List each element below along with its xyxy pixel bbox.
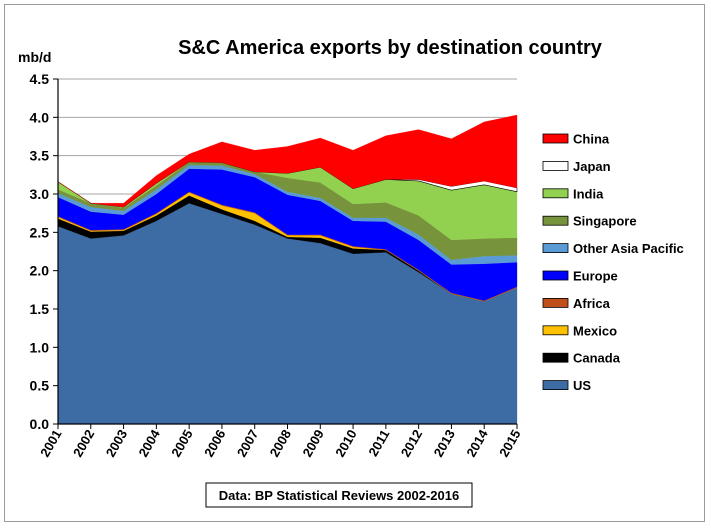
- y-tick-label: 1.0: [30, 339, 50, 355]
- x-tick-label: 2007: [234, 427, 261, 460]
- x-tick-label: 2005: [168, 427, 195, 460]
- legend-swatch: [542, 270, 569, 281]
- x-tick-label: 2003: [103, 427, 130, 460]
- x-tick-label: 2006: [201, 427, 228, 460]
- y-tick-label: 4.5: [30, 71, 50, 87]
- legend-label: Mexico: [573, 323, 617, 338]
- legend-label: Canada: [573, 351, 621, 366]
- series-area-china: [57, 114, 518, 208]
- legend-swatch: [542, 325, 569, 336]
- y-tick-label: 0.0: [30, 416, 50, 432]
- legend-swatch: [542, 243, 569, 254]
- x-tick-label: 2010: [332, 427, 359, 460]
- y-tick-label: 2.0: [30, 263, 50, 279]
- legend-swatch: [542, 215, 569, 226]
- legend-label: India: [573, 186, 604, 201]
- legend-label: Japan: [573, 159, 611, 174]
- legend-swatch: [542, 352, 569, 363]
- x-tick-labels: 2001 2002 2003 2004 2005 2006 2007 2008 2009 2010…: [37, 426, 523, 459]
- x-tick-label: 2011: [365, 427, 392, 459]
- chart-title: S&C America exports by destination count…: [178, 37, 603, 59]
- legend: China Japan India Singapore Other Asia Pacif…: [542, 132, 684, 393]
- legend-label: Europe: [573, 269, 618, 284]
- y-tick-label: 3.0: [30, 186, 50, 202]
- legend-label: China: [573, 132, 610, 147]
- x-tick-label: 2008: [267, 427, 294, 460]
- legend-swatch: [542, 160, 569, 171]
- y-axis-label: mb/d: [18, 49, 51, 65]
- x-tick-label: 2012: [398, 427, 425, 460]
- y-tick-label: 0.5: [30, 378, 50, 394]
- axes: [53, 78, 518, 429]
- legend-label: US: [573, 378, 591, 393]
- x-tick-label: 2013: [431, 427, 458, 460]
- x-tick-label: 2009: [299, 427, 326, 460]
- y-tick-label: 4.0: [30, 109, 50, 125]
- legend-swatch: [542, 133, 569, 144]
- y-tick-label: 1.5: [30, 301, 50, 317]
- legend-label: Africa: [573, 296, 611, 311]
- y-tick-label: 2.5: [30, 224, 50, 240]
- area-series: [57, 114, 518, 425]
- x-tick-label: 2014: [463, 426, 491, 459]
- legend-swatch: [542, 380, 569, 391]
- legend-swatch: [542, 297, 569, 308]
- legend-swatch: [542, 188, 569, 199]
- y-tick-label: 3.5: [30, 148, 50, 164]
- x-tick-label: 2015: [496, 427, 523, 460]
- legend-label: Singapore: [573, 214, 637, 229]
- y-tick-labels: 0.0 0.5 1.0 1.5 2.0 2.5 3.0 3.5 4.0 4.5: [30, 71, 50, 432]
- legend-label: Other Asia Pacific: [573, 241, 684, 256]
- source-note-box: [205, 482, 473, 508]
- source-note: Data: BP Statistical Reviews 2002-2016: [219, 488, 459, 503]
- x-tick-label: 2002: [70, 427, 97, 460]
- x-tick-label: 2004: [136, 426, 164, 459]
